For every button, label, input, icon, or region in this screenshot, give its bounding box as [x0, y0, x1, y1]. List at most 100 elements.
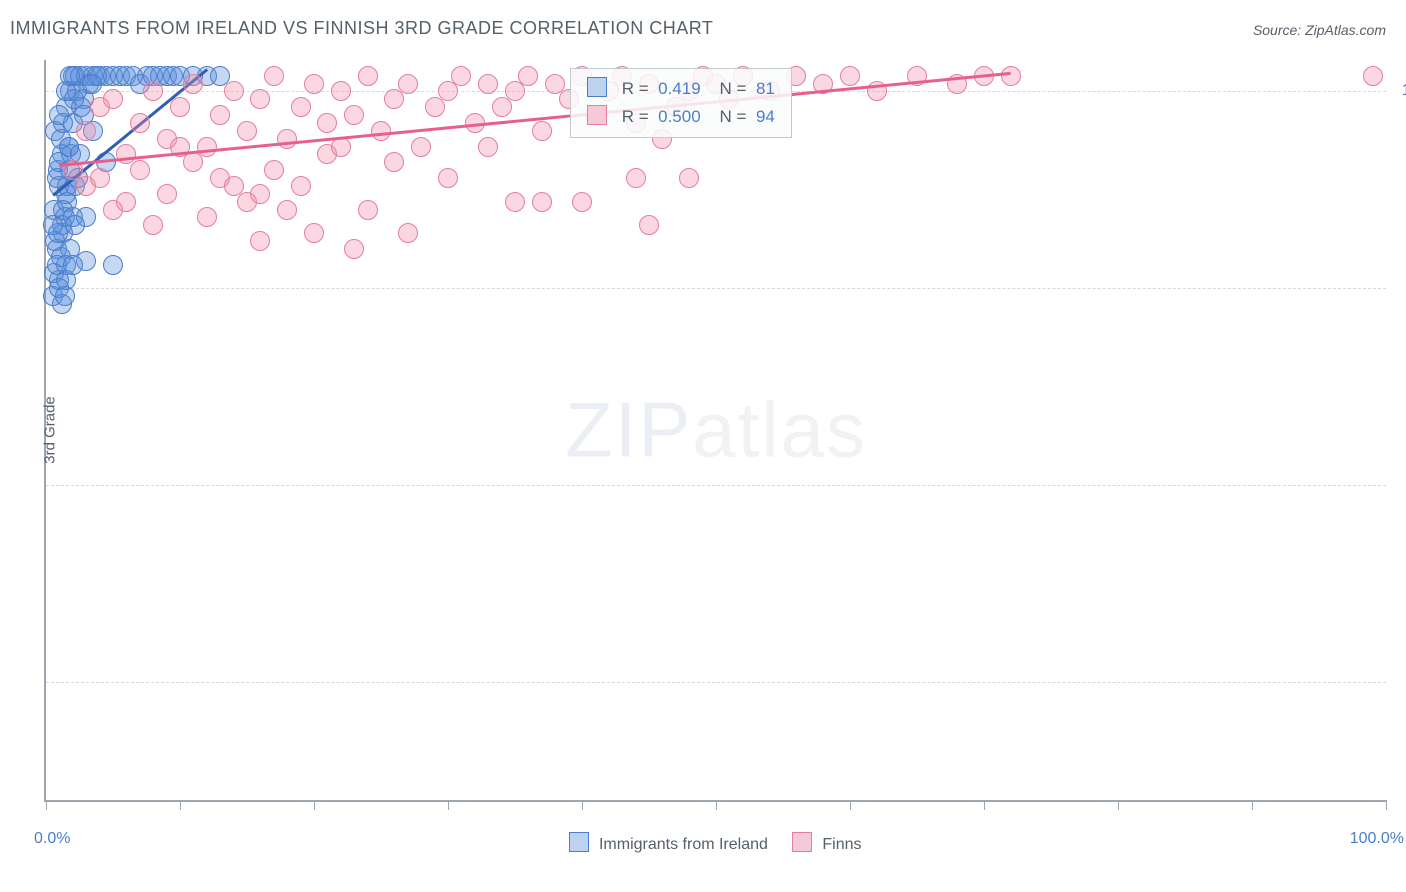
legend-swatch [569, 832, 589, 852]
data-point [384, 89, 404, 109]
x-tick [716, 800, 717, 810]
data-point [317, 113, 337, 133]
data-point [90, 168, 110, 188]
data-point [250, 89, 270, 109]
data-point [304, 223, 324, 243]
x-tick [984, 800, 985, 810]
stat-n-value: 81 [756, 79, 775, 98]
data-point [451, 66, 471, 86]
data-point [478, 74, 498, 94]
data-point [60, 66, 80, 86]
x-tick [314, 800, 315, 810]
x-tick [1118, 800, 1119, 810]
data-point [1001, 66, 1021, 86]
data-point [63, 255, 83, 275]
data-point [277, 129, 297, 149]
data-point [237, 121, 257, 141]
data-point [358, 200, 378, 220]
data-point [197, 207, 217, 227]
data-point [277, 200, 297, 220]
data-point [398, 223, 418, 243]
data-point [43, 215, 63, 235]
data-point [291, 176, 311, 196]
series-swatch [587, 77, 607, 97]
legend-swatch [792, 832, 812, 852]
data-point [344, 105, 364, 125]
data-point [505, 192, 525, 212]
data-point [82, 74, 102, 94]
data-point [183, 152, 203, 172]
watermark: ZIPatlas [565, 385, 867, 476]
data-point [398, 74, 418, 94]
x-tick [448, 800, 449, 810]
gridline-h [46, 288, 1386, 289]
data-point [116, 192, 136, 212]
data-point [103, 255, 123, 275]
data-point [492, 97, 512, 117]
data-point [250, 184, 270, 204]
data-point [103, 89, 123, 109]
data-point [157, 184, 177, 204]
legend-label: Finns [822, 836, 861, 853]
data-point [49, 105, 69, 125]
x-tick [180, 800, 181, 810]
y-tick-label: 95.0% [1396, 476, 1406, 494]
y-tick-label: 97.5% [1396, 279, 1406, 297]
data-point [291, 97, 311, 117]
legend-bottom: Immigrants from Ireland Finns [0, 832, 1406, 854]
data-point [224, 81, 244, 101]
data-point [197, 137, 217, 157]
data-point [411, 137, 431, 157]
data-point [264, 160, 284, 180]
stat-r-value: 0.419 [658, 79, 701, 98]
data-point [183, 74, 203, 94]
data-point [532, 121, 552, 141]
x-tick [582, 800, 583, 810]
stat-r-value: 0.500 [658, 107, 701, 126]
data-point [344, 239, 364, 259]
data-point [130, 160, 150, 180]
data-point [518, 66, 538, 86]
data-point [130, 113, 150, 133]
data-point [76, 121, 96, 141]
data-point [438, 168, 458, 188]
x-tick [46, 800, 47, 810]
data-point [143, 215, 163, 235]
series-swatch [587, 105, 607, 125]
data-point [840, 66, 860, 86]
stat-n-value: 94 [756, 107, 775, 126]
data-point [358, 66, 378, 86]
chart-source: Source: ZipAtlas.com [1253, 22, 1386, 38]
correlation-stat-box: R = 0.419 N = 81 R = 0.500 N = 94 [570, 68, 792, 138]
data-point [170, 97, 190, 117]
x-tick [1252, 800, 1253, 810]
data-point [639, 215, 659, 235]
chart-title: IMMIGRANTS FROM IRELAND VS FINNISH 3RD G… [10, 18, 713, 39]
y-tick-label: 92.5% [1396, 673, 1406, 691]
data-point [532, 192, 552, 212]
data-point [264, 66, 284, 86]
data-point [626, 168, 646, 188]
x-tick [850, 800, 851, 810]
data-point [331, 81, 351, 101]
y-tick-label: 100.0% [1396, 82, 1406, 100]
data-point [210, 105, 230, 125]
data-point [65, 215, 85, 235]
gridline-h [46, 682, 1386, 683]
data-point [304, 74, 324, 94]
stat-row: R = 0.419 N = 81 [587, 75, 775, 103]
data-point [478, 137, 498, 157]
stat-row: R = 0.500 N = 94 [587, 103, 775, 131]
data-point [1363, 66, 1383, 86]
data-point [143, 81, 163, 101]
y-axis-label: 3rd Grade [41, 396, 58, 464]
x-tick [1386, 800, 1387, 810]
data-point [572, 192, 592, 212]
data-point [250, 231, 270, 251]
data-point [438, 81, 458, 101]
gridline-h [46, 485, 1386, 486]
chart-plot-area: 3rd Grade ZIPatlas 92.5%95.0%97.5%100.0% [44, 60, 1386, 802]
data-point [505, 81, 525, 101]
data-point [679, 168, 699, 188]
data-point [425, 97, 445, 117]
